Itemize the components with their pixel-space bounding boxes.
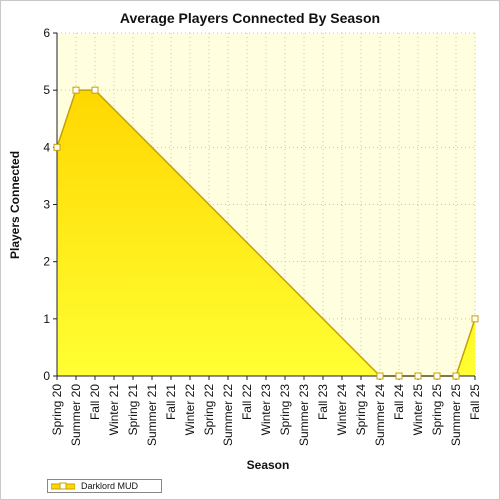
data-point-marker bbox=[452, 372, 460, 380]
x-tick-label: Fall 23 bbox=[316, 384, 330, 420]
grid bbox=[57, 32, 476, 376]
x-tick-label: Winter 21 bbox=[107, 384, 121, 436]
x-tick-labels: Spring 20 Summer 20 Fall 20 Winter 21 Spring… bbox=[50, 376, 482, 446]
x-tick-label: Summer 22 bbox=[221, 384, 235, 446]
legend-label: Darklord MUD bbox=[81, 481, 139, 491]
data-point-marker bbox=[395, 372, 403, 380]
legend-swatch bbox=[51, 482, 75, 490]
x-tick-label: Winter 25 bbox=[411, 384, 425, 436]
x-tick-label: Winter 24 bbox=[335, 384, 349, 436]
series-area bbox=[57, 90, 475, 377]
x-tick-label: Spring 21 bbox=[126, 384, 140, 436]
y-tick-label: 2 bbox=[43, 255, 50, 269]
data-point-marker bbox=[376, 372, 384, 380]
x-tick-label: Summer 20 bbox=[69, 384, 83, 446]
chart-title: Average Players Connected By Season bbox=[120, 10, 380, 26]
legend: Darklord MUD bbox=[47, 479, 162, 493]
x-tick-label: Summer 21 bbox=[145, 384, 159, 446]
y-tick-labels: 0 1 2 3 4 5 6 bbox=[43, 26, 57, 383]
x-tick-label: Spring 25 bbox=[430, 384, 444, 436]
data-point-marker bbox=[91, 86, 99, 94]
y-tick-label: 4 bbox=[43, 140, 50, 154]
x-tick-label: Fall 20 bbox=[88, 384, 102, 420]
x-tick-label: Fall 21 bbox=[164, 384, 178, 420]
x-tick-label: Winter 22 bbox=[183, 384, 197, 436]
x-tick-label: Winter 23 bbox=[259, 384, 273, 436]
y-tick-label: 3 bbox=[43, 198, 50, 212]
data-point-marker bbox=[471, 315, 479, 323]
x-axis-title: Season bbox=[247, 458, 290, 472]
x-tick-label: Fall 25 bbox=[468, 384, 482, 420]
x-tick-label: Fall 24 bbox=[392, 384, 406, 420]
y-axis-title: Players Connected bbox=[8, 151, 22, 259]
x-tick-label: Summer 24 bbox=[373, 384, 387, 446]
x-tick-label: Spring 24 bbox=[354, 384, 368, 436]
y-tick-label: 6 bbox=[43, 26, 50, 40]
series-markers bbox=[53, 86, 479, 380]
y-tick-label: 1 bbox=[43, 312, 50, 326]
data-point-marker bbox=[414, 372, 422, 380]
x-tick-label: Spring 20 bbox=[50, 384, 64, 436]
data-point-marker bbox=[72, 86, 80, 94]
x-tick-label: Fall 22 bbox=[240, 384, 254, 420]
x-tick-label: Summer 25 bbox=[449, 384, 463, 446]
x-tick-label: Spring 22 bbox=[202, 384, 216, 436]
data-point-marker bbox=[433, 372, 441, 380]
x-tick-label: Summer 23 bbox=[297, 384, 311, 446]
x-tick-label: Spring 23 bbox=[278, 384, 292, 436]
data-point-marker bbox=[53, 143, 61, 151]
y-tick-label: 0 bbox=[43, 369, 50, 383]
y-tick-label: 5 bbox=[43, 83, 50, 97]
